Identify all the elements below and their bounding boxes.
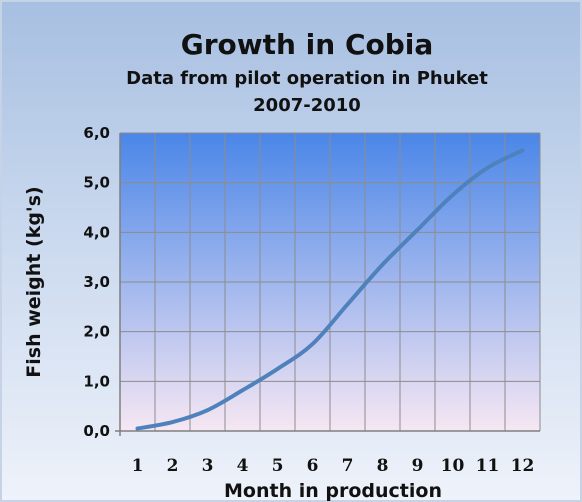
x-tick-label: 5 [272, 456, 284, 476]
chart-subtitle-line1: Data from pilot operation in Phuket [126, 68, 488, 89]
x-tick-label: 12 [511, 456, 535, 476]
y-axis-label: Fish weight (kg's) [23, 186, 45, 377]
x-tick-label: 10 [441, 456, 465, 476]
x-tick-label: 1 [132, 456, 144, 476]
y-tick-label: 3,0 [83, 273, 110, 291]
chart-subtitle-line2: 2007-2010 [253, 95, 361, 116]
x-tick-label: 7 [342, 456, 354, 476]
chart-title: Growth in Cobia [181, 28, 434, 61]
y-tick-labels: 0,0 1,0 2,0 3,0 4,0 5,0 6,0 [83, 124, 110, 440]
y-tick-label: 4,0 [83, 223, 110, 241]
x-tick-label: 9 [412, 456, 424, 476]
x-tick-label: 8 [377, 456, 389, 476]
x-tick-label: 3 [202, 456, 214, 476]
y-tick-label: 6,0 [83, 124, 110, 142]
y-tick-label: 5,0 [83, 174, 110, 192]
y-tick-label: 2,0 [83, 323, 110, 341]
grid-layer [120, 132, 541, 431]
series-line [135, 148, 525, 431]
series-layer [135, 148, 525, 431]
axis-layer [115, 133, 540, 436]
x-tick-labels: 1 2 3 4 5 6 7 8 9 10 11 12 [132, 456, 535, 476]
x-tick-label: 6 [307, 456, 319, 476]
x-tick-label: 2 [167, 456, 179, 476]
x-tick-label: 4 [237, 456, 249, 476]
y-tick-label: 0,0 [83, 422, 110, 440]
x-tick-label: 11 [476, 456, 500, 476]
y-tick-label: 1,0 [83, 372, 110, 390]
x-axis-label: Month in production [224, 480, 442, 502]
